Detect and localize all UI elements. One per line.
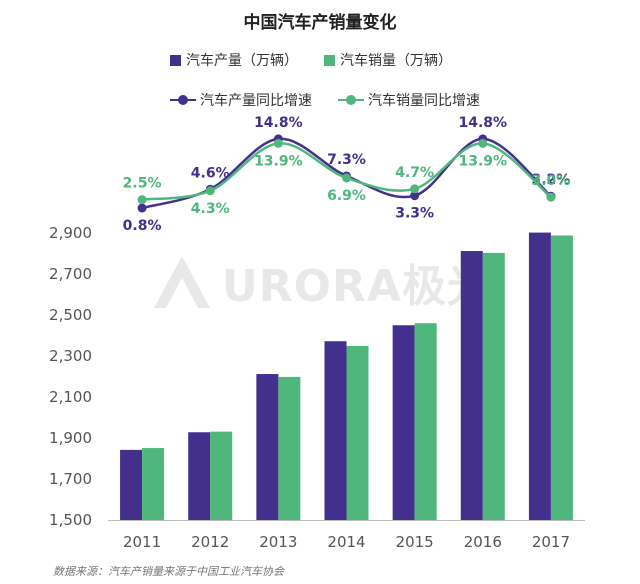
bar-production — [324, 341, 347, 520]
bar-production — [460, 251, 483, 521]
label-sales-growth: 4.3% — [191, 201, 230, 217]
legend-item-production-growth: 汽车产量同比增速 — [170, 90, 312, 110]
point-sales-growth — [410, 184, 420, 194]
x-tick-label: 2011 — [123, 533, 161, 551]
bar-sales — [142, 448, 165, 520]
label-production-growth: 0.8% — [123, 218, 162, 234]
bar-sales — [210, 431, 233, 520]
label-production-growth: 4.6% — [191, 165, 230, 181]
point-sales-growth — [342, 173, 351, 183]
legend-item-sales-growth: 汽车销量同比增速 — [338, 90, 480, 110]
bar-sales — [482, 252, 505, 520]
x-tick-label: 2012 — [191, 533, 229, 551]
point-production-growth — [137, 203, 147, 213]
label-production-growth: 7.3% — [327, 152, 366, 168]
point-sales-growth — [478, 138, 488, 148]
label-production-growth: 3.2% — [532, 172, 571, 188]
legend-marker-production-growth — [170, 94, 196, 106]
legend-label-sales: 汽车销量（万辆） — [340, 53, 452, 69]
y-tick-label: 2,900 — [49, 224, 92, 242]
label-sales-growth: 13.9% — [254, 153, 303, 169]
x-tick-label: 2014 — [327, 533, 365, 551]
x-tick-label: 2016 — [464, 533, 502, 551]
label-sales-growth: 13.9% — [458, 153, 507, 169]
chart-title: 中国汽车产销量变化 — [243, 13, 397, 33]
y-tick-label: 2,300 — [49, 347, 92, 365]
legend-bars: 汽车产量（万辆） 汽车销量（万辆） — [170, 50, 478, 70]
y-tick-label: 1,900 — [49, 429, 92, 447]
label-production-growth: 14.8% — [254, 115, 303, 131]
legend-label-production-growth: 汽车产量同比增速 — [200, 93, 312, 109]
y-tick-label: 1,700 — [49, 470, 92, 488]
x-tick-label: 2017 — [532, 533, 570, 551]
bar-production — [256, 374, 279, 520]
y-tick-label: 2,100 — [49, 388, 92, 406]
point-sales-growth — [273, 138, 283, 148]
source-note: 数据来源：汽车产销量来源于中国工业汽车协会 — [53, 565, 284, 578]
x-tick-label: 2013 — [259, 533, 297, 551]
legend-item-production: 汽车产量（万辆） — [170, 50, 298, 70]
x-tick-label: 2015 — [396, 533, 434, 551]
legend-item-sales: 汽车销量（万辆） — [324, 50, 452, 70]
bar-sales — [278, 376, 301, 520]
point-sales-growth — [137, 195, 147, 205]
point-sales-growth — [205, 186, 215, 196]
label-sales-growth: 2.5% — [123, 176, 162, 192]
label-sales-growth: 4.7% — [395, 165, 434, 181]
legend-swatch-production — [170, 54, 181, 66]
label-sales-growth: 3.0% — [532, 173, 571, 189]
legend-label-sales-growth: 汽车销量同比增速 — [368, 93, 480, 109]
bar-production — [392, 325, 415, 520]
legend-marker-sales-growth — [338, 94, 364, 106]
legend-swatch-sales — [324, 54, 335, 66]
bar-production — [120, 449, 143, 520]
label-production-growth: 3.3% — [395, 206, 434, 222]
bar-production — [188, 432, 211, 520]
legend-label-production: 汽车产量（万辆） — [186, 53, 298, 69]
bar-production — [528, 232, 551, 520]
y-tick-label: 2,500 — [49, 306, 92, 324]
label-production-growth: 14.8% — [458, 115, 507, 131]
legend-lines: 汽车产量同比增速 汽车销量同比增速 — [170, 90, 506, 110]
y-tick-label: 1,500 — [49, 511, 92, 529]
bar-sales — [550, 235, 573, 520]
bar-sales — [346, 345, 369, 520]
point-sales-growth — [546, 192, 556, 202]
label-sales-growth: 6.9% — [327, 188, 366, 204]
point-production-growth — [410, 191, 420, 201]
y-tick-label: 2,700 — [49, 265, 92, 283]
bar-sales — [414, 323, 437, 520]
